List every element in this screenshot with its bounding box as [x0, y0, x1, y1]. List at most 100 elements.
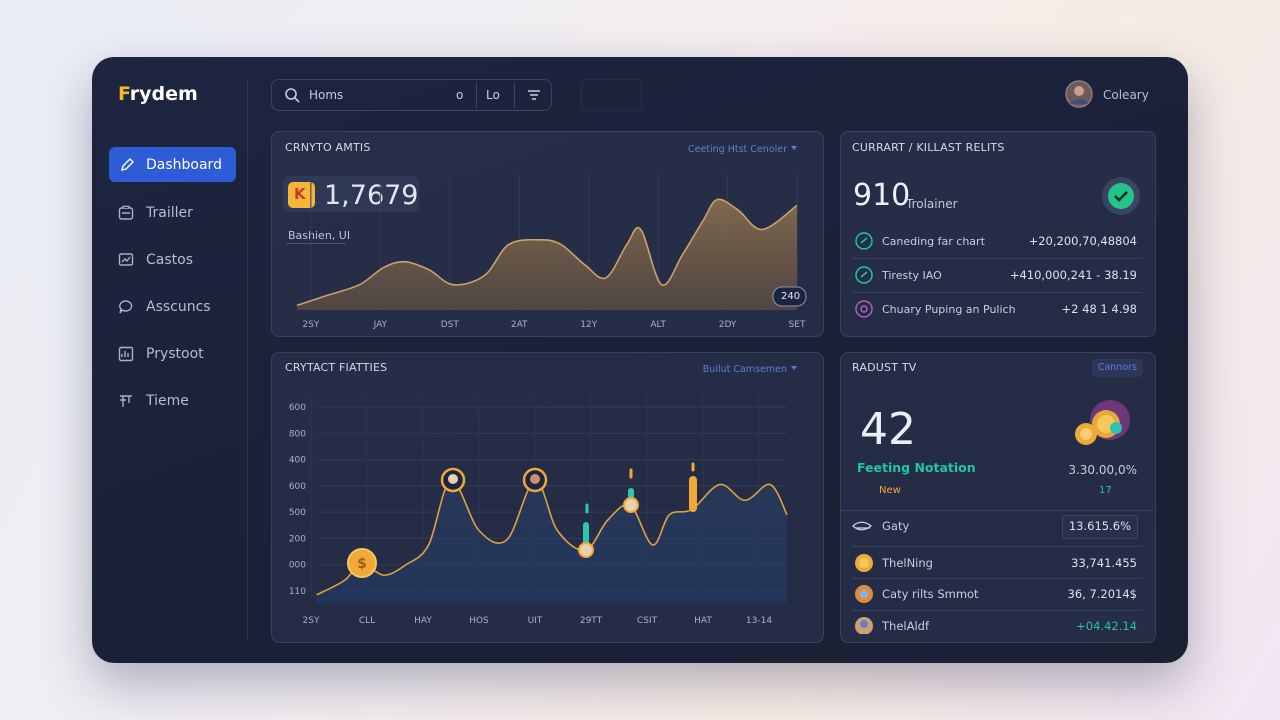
search-filter[interactable]: Lo [486, 88, 500, 102]
x-tick-label: SET [789, 320, 806, 330]
svg-text:$: $ [357, 556, 367, 572]
dropdown[interactable]: Ceeting Htst Cenoler [688, 144, 798, 155]
user-name[interactable]: Coleary [1103, 88, 1149, 102]
nav-icon [120, 395, 132, 407]
line-chart: 110 000 200 500 600 400 800 600 2SY CLL HAY HOS UIT 2… [289, 394, 788, 626]
nav-item[interactable]: Tieme [146, 393, 189, 409]
coins-illustration [1075, 400, 1130, 445]
underline [286, 243, 346, 244]
panel-title: CRYTACT FIATTIES [285, 361, 388, 374]
chart-markers: $ [347, 462, 697, 578]
y-tick-label: 500 [289, 508, 306, 518]
y-tick-label: 000 [289, 561, 306, 571]
avatar[interactable] [1065, 80, 1093, 108]
dropdown[interactable]: Builut Camsemen [703, 364, 798, 375]
row-value: +20,200,70,48804 [1028, 234, 1137, 248]
row-label: Tiresty IAO [882, 269, 942, 282]
count: 910 [853, 178, 911, 213]
panel-title: CURRART / KILLAST RELITS [852, 141, 1005, 154]
panel-title: CRNYTO AMTIS [285, 141, 371, 154]
nav-item[interactable]: Asscuncs [146, 299, 211, 315]
x-tick-label: 13-14 [746, 616, 772, 626]
check-badge [1102, 177, 1140, 215]
x-tick-label: CSIT [637, 616, 658, 626]
nav-item[interactable]: Dashboard [146, 157, 222, 173]
x-tick-label: DST [441, 320, 460, 330]
area [297, 199, 797, 310]
dropdown-label: Builut Camsemen [702, 364, 787, 375]
badge-label: 240 [781, 291, 801, 302]
nav-icon [119, 300, 133, 314]
search-placeholder: Homs [309, 88, 344, 102]
nav-item[interactable]: Prystoot [146, 346, 204, 362]
dropdown-label: Ceeting Htst Cenoler [687, 144, 787, 155]
panel-title: RADUST TV [852, 361, 917, 374]
line-area [316, 480, 787, 604]
separator [852, 546, 1142, 547]
x-tick-label: 12Y [580, 320, 597, 330]
results-panel [840, 131, 1156, 337]
line [316, 479, 788, 596]
row-value: +04.42.14 [1076, 619, 1137, 633]
row-label: ThelNing [882, 556, 933, 570]
row-label: Caneding far chart [882, 235, 985, 248]
row-value: 33,741.455 [1071, 556, 1137, 570]
y-tick-label: 400 [289, 456, 306, 466]
nav-item[interactable]: Castos [146, 252, 193, 268]
row-label: Chuary Puping an Pulich [882, 303, 1016, 316]
feature-value: 3.30.00,0% [1068, 463, 1137, 477]
y-tick-label: 200 [289, 534, 306, 544]
row-value: +410,000,241 - 38.19 [1009, 268, 1137, 282]
filter-icon[interactable] [527, 88, 541, 102]
y-tick-label: 600 [289, 482, 306, 492]
chart-label: Bashien, UI [288, 229, 351, 242]
search-option[interactable]: o [456, 88, 464, 102]
row-icons [852, 521, 873, 634]
row-value: +2 48 1 4.98 [1061, 302, 1137, 316]
x-tick-label: ALT [650, 320, 666, 330]
row-label: Caty rilts Smmot [882, 587, 979, 601]
y-tick-label: 110 [289, 587, 306, 597]
amount: 1,7679 [324, 180, 419, 211]
count-label: Trolainer [906, 197, 958, 211]
x-tick-label: 2DY [719, 320, 737, 330]
nav-icon [121, 158, 134, 171]
separator [852, 578, 1142, 579]
x-tick-label: 2AT [511, 320, 528, 330]
row-label: Gaty [882, 519, 910, 533]
nav-icon [118, 253, 134, 266]
x-tick-label: 2SY [302, 320, 319, 330]
nav-icon [118, 346, 134, 362]
separator [841, 510, 1153, 511]
radust-panel [840, 352, 1156, 643]
x-tick-label: CLL [359, 616, 375, 626]
badge [772, 286, 807, 307]
feature: Feeting Notation [857, 460, 976, 475]
nav-item[interactable]: Trailler [146, 205, 193, 221]
nav-icon [118, 205, 134, 220]
row-label: ThelAldf [882, 619, 929, 633]
divider [514, 82, 515, 108]
x-tick-label: UIT [528, 616, 543, 626]
caret [791, 146, 797, 150]
caret [791, 366, 797, 370]
row-icons [855, 232, 873, 318]
separator [852, 292, 1142, 293]
row-value: 36, 7.2014$ [1067, 587, 1138, 601]
row-value: 13.615.6% [1061, 515, 1138, 539]
area-chart: 2SY JAY DST 2AT 12Y ALT 2DY SET [296, 175, 806, 330]
action-button[interactable]: Cannors [1091, 359, 1143, 377]
x-tick-label: HAT [694, 616, 712, 626]
big-number: 42 [860, 404, 916, 455]
y-tick-label: 800 [289, 429, 306, 439]
ghost-button[interactable] [581, 79, 642, 111]
sidebar-divider [247, 80, 248, 640]
brand[interactable]: Frydem [118, 83, 198, 105]
x-tick-label: 2SY [303, 616, 320, 626]
tag: New [879, 485, 901, 496]
x-tick-label: HAY [414, 616, 432, 626]
search-box[interactable] [271, 79, 552, 111]
search-icon [285, 88, 300, 103]
divider [476, 82, 477, 108]
